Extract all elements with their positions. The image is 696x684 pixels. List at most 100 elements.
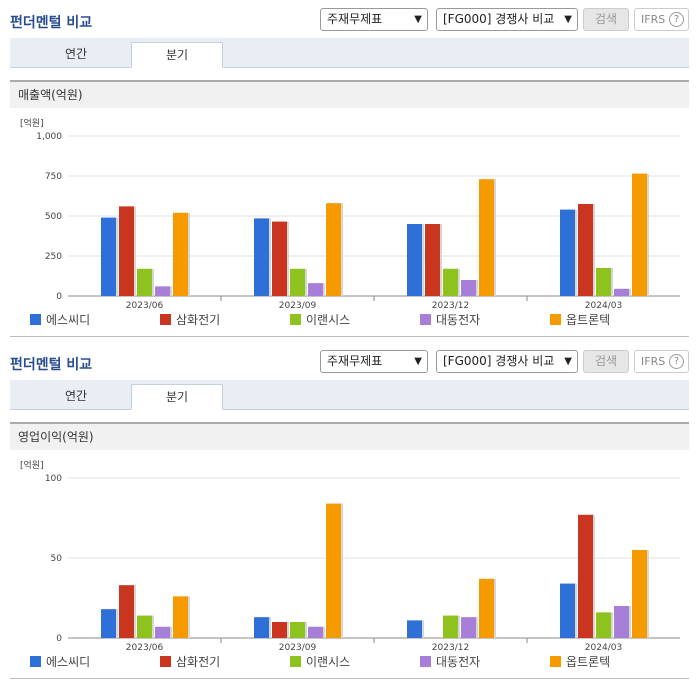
tab-quarterly[interactable]: 분기 <box>131 42 223 68</box>
tab-annual[interactable]: 연간 <box>64 389 88 403</box>
bar[interactable] <box>632 550 647 638</box>
bar[interactable] <box>578 204 593 296</box>
bar[interactable] <box>479 578 494 638</box>
chevron-down-icon: ▼ <box>414 356 422 367</box>
bar[interactable] <box>119 206 134 296</box>
legend-swatch <box>550 314 561 325</box>
bar[interactable] <box>290 622 305 638</box>
legend-item[interactable]: 이랜시스 <box>290 313 350 327</box>
period-tabs: 연간 분기 <box>10 380 689 410</box>
ifrs-button[interactable]: IFRS? <box>634 8 689 31</box>
period-tabs: 연간 분기 <box>10 38 689 68</box>
bar[interactable] <box>254 617 269 638</box>
chart-legend: 에스씨디 삼화전기 이랜시스 대동전자 옵트론텍 <box>30 655 670 671</box>
legend-label: 삼화전기 <box>176 655 221 669</box>
bar[interactable] <box>137 615 152 638</box>
bar[interactable] <box>308 283 323 296</box>
legend-item[interactable]: 대동전자 <box>420 655 480 669</box>
bar[interactable] <box>173 212 188 296</box>
bar[interactable] <box>119 585 134 638</box>
legend-item[interactable]: 삼화전기 <box>160 313 220 327</box>
legend-item[interactable]: 에스씨디 <box>30 313 90 327</box>
legend-label: 이랜시스 <box>306 313 351 327</box>
panel-title: 펀더멘털 비교 <box>10 357 93 373</box>
bar[interactable] <box>461 280 476 296</box>
bar[interactable] <box>479 179 494 296</box>
y-tick-label: 500 <box>45 212 62 222</box>
tab-quarterly[interactable]: 분기 <box>131 384 223 410</box>
legend-label: 에스씨디 <box>46 313 91 327</box>
bar[interactable] <box>101 609 116 638</box>
bar[interactable] <box>407 224 422 296</box>
legend-swatch <box>550 656 561 667</box>
x-tick-label: 2023/06 <box>126 643 164 652</box>
bar[interactable] <box>155 626 170 638</box>
bar[interactable] <box>326 203 341 296</box>
legend-label: 이랜시스 <box>306 655 351 669</box>
legend-swatch <box>420 314 431 325</box>
bar[interactable] <box>272 221 287 296</box>
y-tick-label: 250 <box>45 252 62 262</box>
legend-item[interactable]: 삼화전기 <box>160 655 220 669</box>
bar[interactable] <box>560 583 575 638</box>
bar[interactable] <box>101 217 116 296</box>
statement-select[interactable]: 주재무제표 ▼ <box>320 8 428 31</box>
y-tick-label: 0 <box>56 292 62 302</box>
chart-legend: 에스씨디 삼화전기 이랜시스 대동전자 옵트론텍 <box>30 313 670 329</box>
bar[interactable] <box>137 268 152 296</box>
bar[interactable] <box>596 268 611 296</box>
legend-swatch <box>290 656 301 667</box>
y-tick-label: 0 <box>56 634 62 644</box>
panel-title: 펀더멘털 비교 <box>10 15 93 31</box>
operating-profit-bar-chart: [억원] 0 50 100 2023/06 2023/09 2023/12 2024/03 <box>20 459 680 652</box>
x-tick-label: 2024/03 <box>585 301 622 310</box>
help-icon[interactable]: ? <box>669 354 684 369</box>
bar[interactable] <box>425 224 440 296</box>
legend-label: 삼화전기 <box>176 313 221 327</box>
legend-item[interactable]: 옵트론텍 <box>550 655 610 669</box>
bar[interactable] <box>461 617 476 638</box>
bar[interactable] <box>290 268 305 296</box>
bar[interactable] <box>596 612 611 638</box>
bar[interactable] <box>155 286 170 296</box>
divider <box>10 678 689 679</box>
legend-swatch <box>160 314 171 325</box>
bar[interactable] <box>560 209 575 296</box>
tab-annual[interactable]: 연간 <box>64 47 88 61</box>
bar[interactable] <box>443 268 458 296</box>
statement-select[interactable]: 주재무제표 ▼ <box>320 350 428 373</box>
y-tick-label: 50 <box>51 554 63 564</box>
legend-label: 대동전자 <box>436 655 481 669</box>
bar[interactable] <box>443 615 458 638</box>
bar[interactable] <box>326 503 341 638</box>
legend-label: 옵트론텍 <box>566 313 611 327</box>
bar[interactable] <box>632 173 647 296</box>
bar[interactable] <box>308 626 323 638</box>
legend-item[interactable]: 옵트론텍 <box>550 313 610 327</box>
bar[interactable] <box>254 218 269 296</box>
x-tick-label: 2023/06 <box>126 301 164 310</box>
competitor-select[interactable]: [FG000] 경쟁사 비교 ▼ <box>436 8 578 31</box>
x-tick-label: 2023/12 <box>432 643 469 652</box>
legend-item[interactable]: 에스씨디 <box>30 655 90 669</box>
search-button[interactable]: 검색 <box>583 350 629 373</box>
legend-swatch <box>290 314 301 325</box>
competitor-select[interactable]: [FG000] 경쟁사 비교 ▼ <box>436 350 578 373</box>
legend-label: 에스씨디 <box>46 655 91 669</box>
ifrs-label: IFRS <box>641 13 666 26</box>
legend-item[interactable]: 이랜시스 <box>290 655 350 669</box>
bar[interactable] <box>272 622 287 638</box>
search-button[interactable]: 검색 <box>583 8 629 31</box>
bar[interactable] <box>173 596 188 638</box>
bar[interactable] <box>407 620 422 638</box>
divider <box>10 336 689 337</box>
x-tick-label: 2023/09 <box>279 643 317 652</box>
bar[interactable] <box>578 514 593 638</box>
help-icon[interactable]: ? <box>669 12 684 27</box>
ifrs-button[interactable]: IFRS? <box>634 350 689 373</box>
bar[interactable] <box>614 606 629 638</box>
bar[interactable] <box>614 288 629 296</box>
chart-title: 영업이익(억원) <box>10 422 689 450</box>
fundamental-panel-revenue: 펀더멘털 비교 주재무제표 ▼ [FG000] 경쟁사 비교 ▼ 검색 IFRS? … <box>10 8 689 337</box>
legend-item[interactable]: 대동전자 <box>420 313 480 327</box>
